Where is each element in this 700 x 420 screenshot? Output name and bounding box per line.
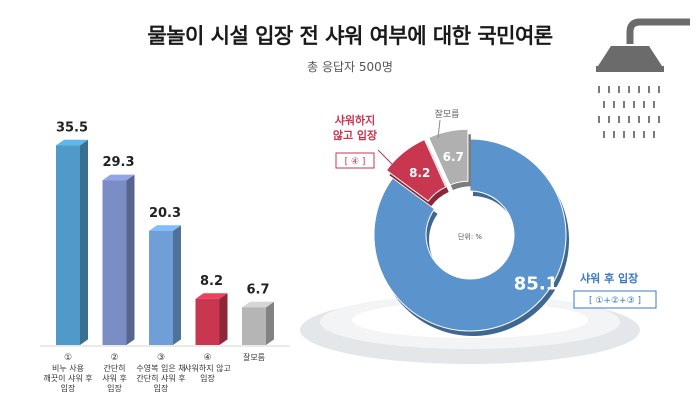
bar-category-label: 비누 사용 bbox=[52, 364, 84, 373]
donut-leader-line bbox=[437, 119, 441, 139]
bar-category-number: ① bbox=[64, 353, 72, 363]
bar-category-label: 입장 bbox=[107, 383, 122, 393]
bar-category-label: 샤워 후 bbox=[102, 373, 127, 383]
bar-category-label: 잘모름 bbox=[243, 353, 265, 362]
donut-callout-label: 잘모름 bbox=[435, 108, 460, 120]
donut-slice bbox=[428, 128, 469, 186]
bar-side bbox=[126, 174, 135, 345]
bar-top bbox=[242, 301, 274, 308]
bar-side bbox=[80, 139, 88, 345]
donut-slice-group: 6.7 bbox=[428, 128, 471, 191]
bar-category-label: 입장 bbox=[154, 383, 169, 393]
donut-slice-group: 8.2 bbox=[385, 138, 449, 207]
bar-category-number: ② bbox=[110, 353, 118, 363]
bar-category-label: 간단히 샤워 후 bbox=[136, 373, 185, 383]
donut-slice-group: 85.1 bbox=[373, 138, 569, 336]
donut-value-label: 8.2 bbox=[409, 166, 430, 180]
donut-leader-line bbox=[377, 149, 399, 171]
donut-callout-box bbox=[573, 290, 657, 309]
bar-value-label: 8.2 bbox=[200, 274, 223, 289]
bar-value-label: 35.5 bbox=[56, 120, 88, 135]
bar-category-number: ④ bbox=[203, 353, 211, 363]
chart-subtitle: 총 응답자 500명 bbox=[307, 60, 393, 74]
bar-category-label: 샤워하지 않고 bbox=[184, 363, 231, 373]
bar-value-label: 20.3 bbox=[149, 206, 181, 221]
bar-category-label: 깨끗이 샤워 후 bbox=[43, 373, 92, 383]
bar-category-number: ③ bbox=[157, 353, 165, 363]
donut-value-label: 85.1 bbox=[514, 273, 558, 294]
bar-side bbox=[219, 293, 228, 345]
bar-value-label: 29.3 bbox=[102, 155, 134, 170]
bar-side bbox=[266, 301, 274, 345]
donut-slice bbox=[373, 138, 567, 332]
bar bbox=[242, 307, 266, 345]
bar-category-label: 간단히 bbox=[103, 363, 125, 373]
donut-callout-sub: [ ④ ] bbox=[345, 157, 366, 167]
donut-callout-label: 샤워 후 입장 bbox=[580, 271, 638, 285]
bar bbox=[56, 145, 80, 345]
bar-category-label: 수영복 입은 채 bbox=[136, 363, 185, 373]
bar-value-label: 6.7 bbox=[246, 282, 269, 297]
bar-top bbox=[195, 293, 228, 299]
donut-callout-sub: [ ①+②+③ ] bbox=[589, 296, 641, 306]
bar-category-label: 입장 bbox=[61, 383, 76, 393]
bar bbox=[195, 298, 220, 345]
bar-side bbox=[173, 225, 181, 345]
bar-group: 6.7 잘모름 bbox=[242, 282, 274, 362]
bar bbox=[102, 180, 127, 345]
bar-top bbox=[149, 225, 181, 231]
donut-callout-label: 샤워하지 bbox=[335, 113, 375, 127]
donut-callout-label: 않고 입장 bbox=[333, 128, 377, 142]
donut-unit-label: 단위: % bbox=[458, 232, 482, 241]
bar-category-label: 입장 bbox=[200, 373, 215, 383]
bar-top bbox=[56, 139, 88, 146]
chart-title: 물놀이 시설 입장 전 샤워 여부에 대한 국민여론 bbox=[147, 24, 553, 48]
donut-slice bbox=[385, 138, 447, 202]
shower-icon bbox=[596, 18, 690, 138]
donut-callout-box bbox=[335, 152, 375, 169]
bar-top bbox=[102, 174, 135, 181]
donut-value-label: 6.7 bbox=[443, 150, 464, 164]
bar bbox=[149, 230, 173, 345]
